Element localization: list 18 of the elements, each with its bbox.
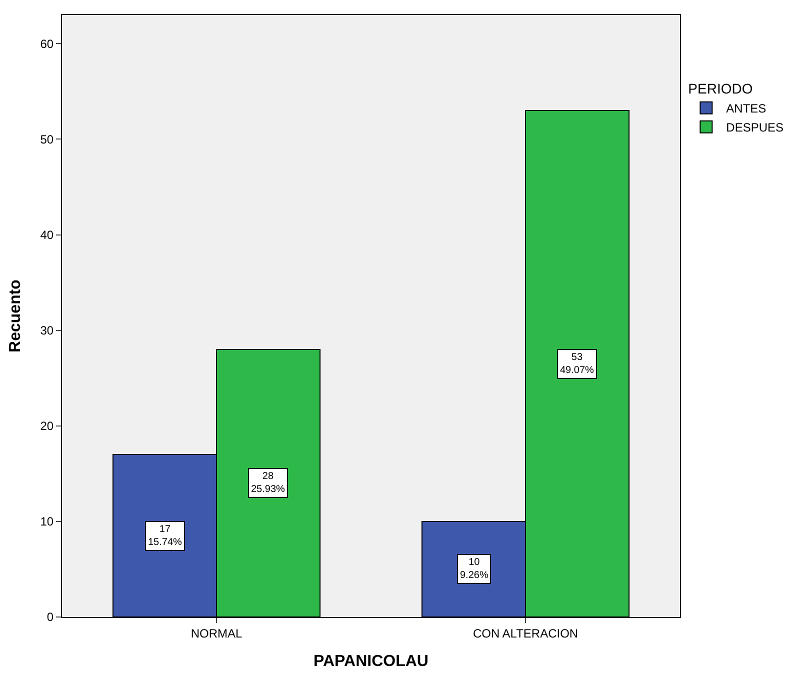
data-label: 10 9.26% (460, 557, 488, 581)
y-tick-label: 10 (40, 514, 54, 529)
data-label: 17 15.74% (148, 524, 182, 548)
y-tick-label: 40 (40, 228, 54, 242)
y-tick-label: 50 (40, 132, 54, 146)
y-axis-title: Recuento (7, 279, 24, 352)
legend-title: PERIODO (688, 80, 753, 96)
y-tick-label: 0 (46, 610, 54, 624)
y-tick-label: 20 (40, 419, 54, 434)
x-tick-label: CON ALTERACION (472, 626, 578, 640)
x-tick-label: NORMAL (190, 626, 242, 640)
legend-label: DESPUES (726, 120, 784, 135)
y-tick-label: 30 (40, 324, 54, 338)
y-tick-label: 60 (40, 36, 54, 51)
x-axis-title: PAPANICOLAU (314, 653, 428, 670)
data-label: 28 25.93% (251, 471, 286, 495)
legend-label: ANTES (726, 102, 766, 116)
data-label: 53 49.07% (560, 352, 594, 376)
